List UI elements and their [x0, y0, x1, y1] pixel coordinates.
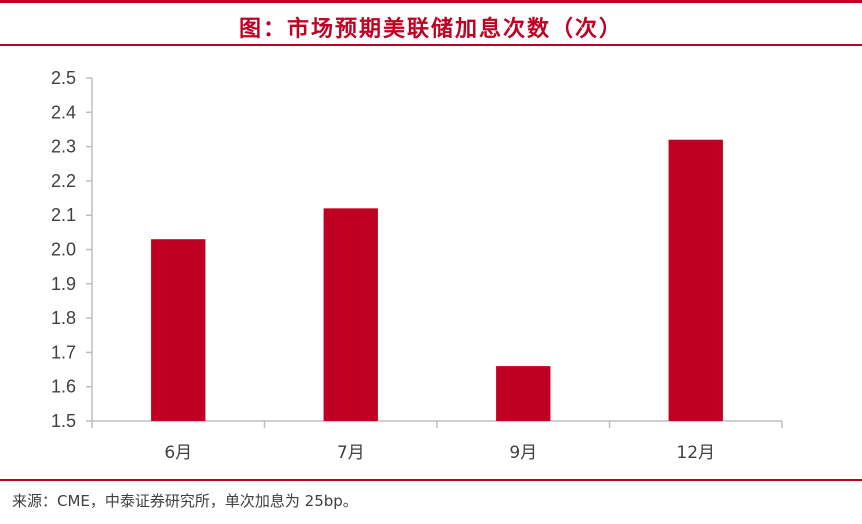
x-category-label: 9月 — [509, 443, 537, 463]
footer-divider — [0, 479, 862, 481]
y-axis: 2.5 2.4 2.3 2.2 2.1 2.0 1.9 1.8 1.7 1.6 1.5 — [51, 68, 93, 431]
x-axis: 6月 7月 9月 12月 — [91, 420, 783, 463]
y-tick-label: 1.6 — [51, 377, 76, 397]
bars — [151, 139, 723, 421]
y-tick-label: 2.5 — [51, 68, 76, 88]
bar-2 — [323, 208, 378, 421]
bar-4 — [668, 139, 723, 421]
y-tick-label: 1.9 — [51, 274, 76, 294]
title-bar: 图：市场预期美联储加息次数（次） — [0, 0, 862, 46]
x-category-label: 6月 — [164, 443, 192, 463]
y-tick-label: 2.0 — [51, 240, 76, 260]
x-category-label: 7月 — [337, 443, 365, 463]
y-tick-label: 1.5 — [51, 411, 76, 431]
y-tick-label: 2.3 — [51, 137, 76, 157]
chart-title: 图：市场预期美联储加息次数（次） — [238, 17, 623, 42]
x-category-label: 12月 — [676, 443, 715, 463]
y-tick-label: 2.4 — [51, 102, 76, 122]
bar-chart: 2.5 2.4 2.3 2.2 2.1 2.0 1.9 1.8 1.7 1.6 1.5 6月 7月 9月… — [51, 68, 783, 463]
bar-3 — [496, 366, 551, 421]
y-tick-label: 1.7 — [51, 342, 76, 362]
source-note: 来源：CME，中泰证券研究所，单次加息为 25bp。 — [12, 492, 358, 510]
y-tick-label: 2.2 — [51, 171, 76, 191]
bar-1 — [151, 239, 206, 421]
y-tick-label: 1.8 — [51, 308, 76, 328]
y-tick-label: 2.1 — [51, 205, 76, 225]
